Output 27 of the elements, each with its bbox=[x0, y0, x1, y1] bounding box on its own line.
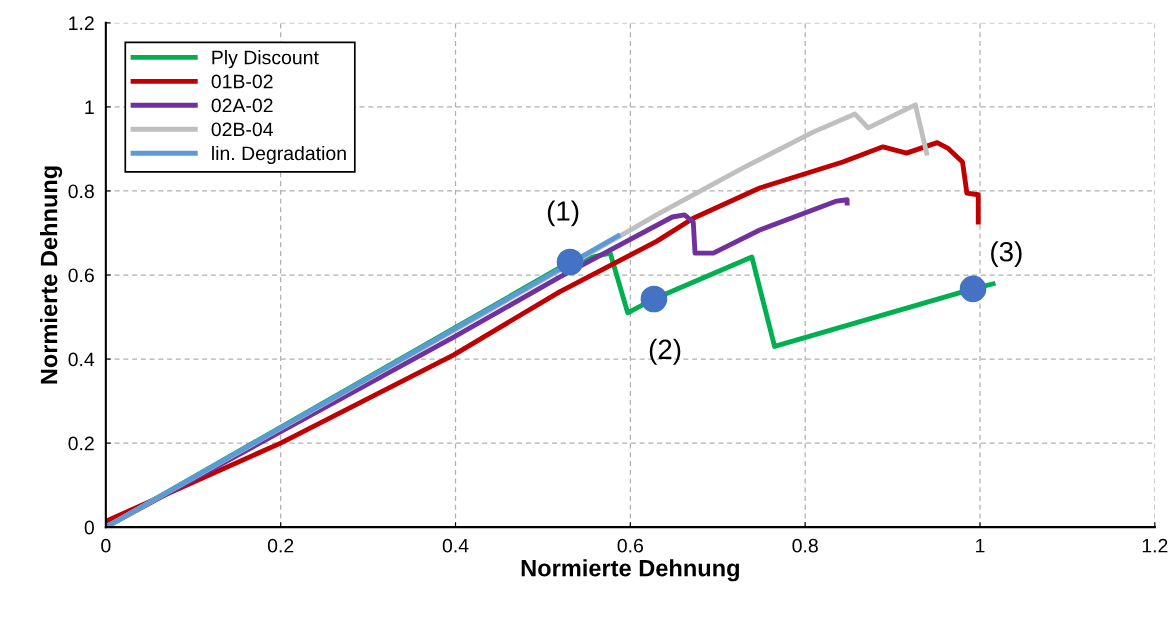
annotation: (2) bbox=[649, 338, 681, 365]
legend-label: lin. Degradation bbox=[212, 145, 346, 165]
legend-label: 02B-04 bbox=[211, 122, 273, 137]
x-tick-label: 1 bbox=[976, 538, 985, 553]
y-tick-label: 1 bbox=[85, 100, 94, 114]
y-axis-title: Normierte Dehnung bbox=[40, 166, 63, 384]
x-tick-label: 0.6 bbox=[617, 538, 643, 553]
y-tick-label: 0.4 bbox=[68, 352, 95, 367]
y-tick-label: 0.8 bbox=[68, 184, 94, 199]
point bbox=[959, 275, 987, 303]
annotation: (3) bbox=[991, 241, 1022, 268]
legend-label: 01B-02 bbox=[211, 74, 273, 89]
x-tick-label: 0 bbox=[101, 538, 111, 553]
y-tick-label: 1.2 bbox=[69, 16, 94, 30]
x-tick-label: 0.8 bbox=[792, 538, 818, 553]
x-tick-label: 1.2 bbox=[1142, 538, 1168, 553]
annotation: (1) bbox=[547, 200, 579, 227]
y-tick-label: 0 bbox=[84, 520, 94, 535]
y-tick-label: 0.6 bbox=[68, 268, 94, 283]
legend-label: 02A-02 bbox=[211, 98, 273, 113]
x-axis-title: Normierte Dehnung bbox=[521, 559, 739, 582]
x-tick-label: 0.4 bbox=[442, 538, 469, 553]
y-tick-label: 0.2 bbox=[68, 436, 94, 451]
x-tick-label: 0.2 bbox=[267, 538, 294, 553]
point bbox=[556, 248, 584, 276]
point bbox=[640, 285, 668, 313]
legend-label: Ply Discount bbox=[212, 50, 319, 69]
